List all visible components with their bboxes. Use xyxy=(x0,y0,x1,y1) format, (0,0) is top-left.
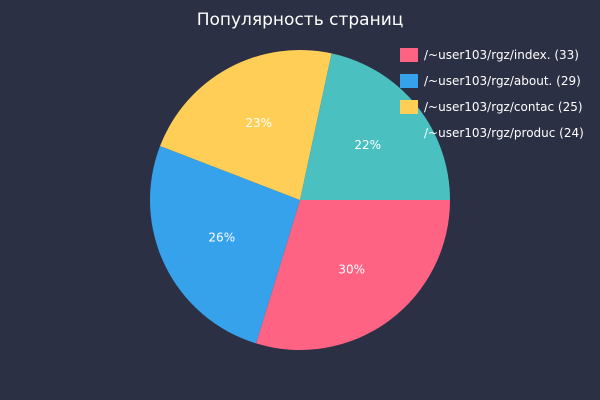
legend-swatch-3 xyxy=(400,100,418,114)
pie-slice-2[interactable] xyxy=(149,146,300,344)
legend-label-1: /~user103/rgz/index. (33) xyxy=(424,48,579,62)
legend-label-3: /~user103/rgz/contac (25) xyxy=(424,100,583,114)
legend-item-4[interactable]: /~user103/rgz/produc (24) xyxy=(400,125,584,141)
slice-percent-label-2: 26% xyxy=(208,231,235,245)
slice-percent-label-4: 22% xyxy=(354,138,381,152)
legend-swatch-4 xyxy=(400,126,418,140)
legend-label-2: /~user103/rgz/about. (29) xyxy=(424,74,581,88)
pie-slice-1[interactable] xyxy=(256,200,450,350)
legend-item-1[interactable]: /~user103/rgz/index. (33) xyxy=(400,47,584,63)
legend-item-2[interactable]: /~user103/rgz/about. (29) xyxy=(400,73,584,89)
chart-title: Популярность страниц xyxy=(196,10,404,30)
slice-percent-label-3: 23% xyxy=(245,116,272,130)
pie-slice-3[interactable] xyxy=(160,49,332,200)
pie-slice-4[interactable] xyxy=(300,53,450,200)
legend-item-3[interactable]: /~user103/rgz/contac (25) xyxy=(400,99,584,115)
legend-label-4: /~user103/rgz/produc (24) xyxy=(424,126,584,140)
legend-swatch-2 xyxy=(400,74,418,88)
slice-percent-label-1: 30% xyxy=(338,262,365,276)
legend-swatch-1 xyxy=(400,48,418,62)
chart-legend: /~user103/rgz/index. (33) /~user103/rgz/a… xyxy=(400,47,584,151)
